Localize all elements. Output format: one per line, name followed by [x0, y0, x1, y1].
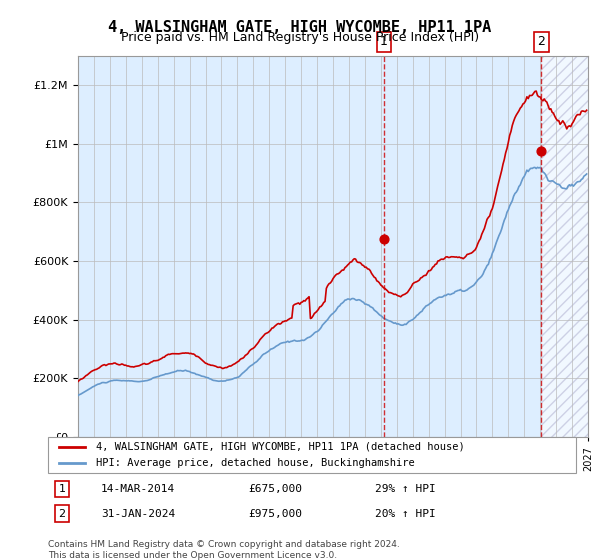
Point [379, 235, 389, 244]
Text: 1: 1 [380, 35, 388, 48]
Text: 4, WALSINGHAM GATE, HIGH WYCOMBE, HP11 1PA: 4, WALSINGHAM GATE, HIGH WYCOMBE, HP11 1… [109, 20, 491, 35]
Point [536, 147, 546, 156]
Text: 31-JAN-2024: 31-JAN-2024 [101, 508, 175, 519]
Text: 2: 2 [538, 35, 545, 48]
Text: 29% ↑ HPI: 29% ↑ HPI [376, 484, 436, 494]
Bar [541, 56, 588, 437]
Text: 2: 2 [59, 508, 65, 519]
Text: 14-MAR-2014: 14-MAR-2014 [101, 484, 175, 494]
Text: HPI: Average price, detached house, Buckinghamshire: HPI: Average price, detached house, Buck… [95, 458, 414, 468]
Text: £675,000: £675,000 [248, 484, 302, 494]
FancyBboxPatch shape [48, 437, 576, 473]
Text: 1: 1 [59, 484, 65, 494]
Text: Price paid vs. HM Land Registry's House Price Index (HPI): Price paid vs. HM Land Registry's House … [121, 31, 479, 44]
Bar [541, 56, 588, 437]
Bar [384, 56, 541, 437]
Text: 20% ↑ HPI: 20% ↑ HPI [376, 508, 436, 519]
Text: 4, WALSINGHAM GATE, HIGH WYCOMBE, HP11 1PA (detached house): 4, WALSINGHAM GATE, HIGH WYCOMBE, HP11 1… [95, 442, 464, 452]
Text: Contains HM Land Registry data © Crown copyright and database right 2024.
This d: Contains HM Land Registry data © Crown c… [48, 540, 400, 560]
Text: £975,000: £975,000 [248, 508, 302, 519]
